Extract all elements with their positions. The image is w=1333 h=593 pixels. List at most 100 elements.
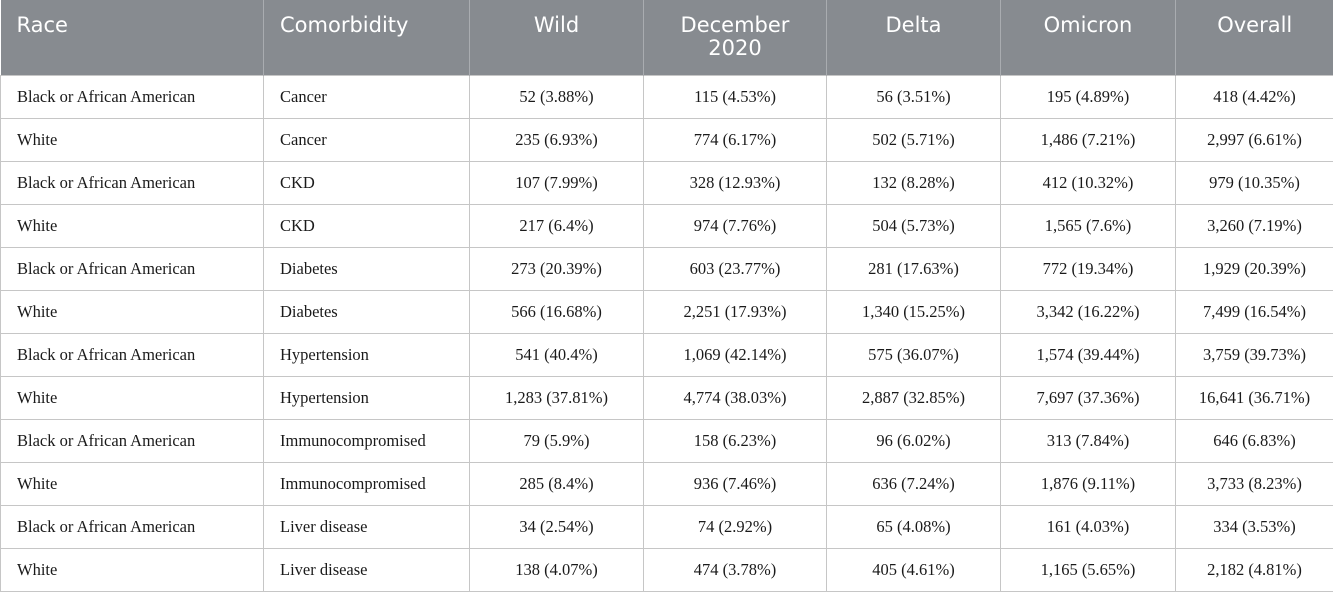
header-delta: Delta (826, 0, 1001, 75)
cell-overall: 3,759 (39.73%) (1175, 332, 1333, 377)
cell-omicron: 313 (7.84%) (1000, 418, 1176, 463)
header-wild: Wild (469, 0, 644, 75)
header-comorbidity: Comorbidity (263, 0, 470, 75)
cell-december-2020: 603 (23.77%) (643, 246, 827, 291)
cell-overall: 16,641 (36.71%) (1175, 375, 1333, 420)
header-race: Race (0, 0, 264, 75)
cell-comorbidity: CKD (263, 160, 470, 205)
cell-overall: 334 (3.53%) (1175, 504, 1333, 549)
cell-race: Black or African American (0, 504, 264, 549)
cell-december-2020: 2,251 (17.93%) (643, 289, 827, 334)
table-row: White Immunocompromised 285 (8.4%) 936 (7.4… (0, 461, 1333, 506)
cell-comorbidity: Hypertension (263, 375, 470, 420)
cell-delta: 502 (5.71%) (826, 117, 1001, 162)
cell-omicron: 1,165 (5.65%) (1000, 547, 1176, 592)
cell-delta: 2,887 (32.85%) (826, 375, 1001, 420)
table-row: White Hypertension 1,283 (37.81%) 4,774 (38… (0, 375, 1333, 420)
cell-comorbidity: Immunocompromised (263, 461, 470, 506)
cell-wild: 566 (16.68%) (469, 289, 644, 334)
cell-delta: 96 (6.02%) (826, 418, 1001, 463)
cell-omicron: 161 (4.03%) (1000, 504, 1176, 549)
cell-wild: 235 (6.93%) (469, 117, 644, 162)
cell-omicron: 7,697 (37.36%) (1000, 375, 1176, 420)
cell-delta: 65 (4.08%) (826, 504, 1001, 549)
cell-delta: 56 (3.51%) (826, 74, 1001, 119)
cell-delta: 1,340 (15.25%) (826, 289, 1001, 334)
cell-wild: 217 (6.4%) (469, 203, 644, 248)
table-row: White CKD 217 (6.4%) 974 (7.76%) 504 (5.73%)… (0, 203, 1333, 248)
cell-comorbidity: Diabetes (263, 246, 470, 291)
cell-omicron: 1,486 (7.21%) (1000, 117, 1176, 162)
cell-december-2020: 936 (7.46%) (643, 461, 827, 506)
cell-wild: 1,283 (37.81%) (469, 375, 644, 420)
table-row: White Diabetes 566 (16.68%) 2,251 (17.93%) 1… (0, 289, 1333, 334)
cell-omicron: 1,574 (39.44%) (1000, 332, 1176, 377)
cell-race: Black or African American (0, 332, 264, 377)
cell-omicron: 1,565 (7.6%) (1000, 203, 1176, 248)
table-row: Black or African American Liver disease 34… (0, 504, 1333, 549)
cell-comorbidity: Liver disease (263, 504, 470, 549)
cell-race: Black or African American (0, 246, 264, 291)
table-row: Black or African American Diabetes 273 (20… (0, 246, 1333, 291)
cell-omicron: 195 (4.89%) (1000, 74, 1176, 119)
cell-comorbidity: Cancer (263, 74, 470, 119)
cell-wild: 285 (8.4%) (469, 461, 644, 506)
cell-race: White (0, 117, 264, 162)
cell-race: Black or African American (0, 418, 264, 463)
cell-race: White (0, 547, 264, 592)
cell-wild: 79 (5.9%) (469, 418, 644, 463)
cell-december-2020: 328 (12.93%) (643, 160, 827, 205)
cell-comorbidity: Cancer (263, 117, 470, 162)
cell-race: Black or African American (0, 74, 264, 119)
header-overall: Overall (1175, 0, 1333, 75)
cell-delta: 504 (5.73%) (826, 203, 1001, 248)
cell-overall: 1,929 (20.39%) (1175, 246, 1333, 291)
table-row: Black or African American Cancer 52 (3.88%… (0, 74, 1333, 119)
cell-delta: 636 (7.24%) (826, 461, 1001, 506)
cell-december-2020: 158 (6.23%) (643, 418, 827, 463)
cell-overall: 2,182 (4.81%) (1175, 547, 1333, 592)
table-header: Race Comorbidity Wild December 2020 Delt… (0, 0, 1333, 75)
cell-delta: 405 (4.61%) (826, 547, 1001, 592)
table-row: Black or African American CKD 107 (7.99%) 3… (0, 160, 1333, 205)
cell-december-2020: 1,069 (42.14%) (643, 332, 827, 377)
cell-december-2020: 474 (3.78%) (643, 547, 827, 592)
header-omicron: Omicron (1000, 0, 1176, 75)
cell-omicron: 772 (19.34%) (1000, 246, 1176, 291)
cell-overall: 418 (4.42%) (1175, 74, 1333, 119)
cell-overall: 979 (10.35%) (1175, 160, 1333, 205)
cell-race: White (0, 289, 264, 334)
cell-wild: 273 (20.39%) (469, 246, 644, 291)
cell-delta: 575 (36.07%) (826, 332, 1001, 377)
cell-comorbidity: Diabetes (263, 289, 470, 334)
cell-wild: 34 (2.54%) (469, 504, 644, 549)
table-row: White Cancer 235 (6.93%) 774 (6.17%) 502 (5.… (0, 117, 1333, 162)
cell-wild: 52 (3.88%) (469, 74, 644, 119)
header-december-2020: December 2020 (643, 0, 827, 75)
cell-overall: 7,499 (16.54%) (1175, 289, 1333, 334)
cell-delta: 132 (8.28%) (826, 160, 1001, 205)
cell-overall: 3,733 (8.23%) (1175, 461, 1333, 506)
cell-comorbidity: CKD (263, 203, 470, 248)
cell-comorbidity: Immunocompromised (263, 418, 470, 463)
table-row: Black or African American Immunocompromis… (0, 418, 1333, 463)
cell-december-2020: 115 (4.53%) (643, 74, 827, 119)
cell-race: White (0, 375, 264, 420)
cell-omicron: 3,342 (16.22%) (1000, 289, 1176, 334)
cell-overall: 3,260 (7.19%) (1175, 203, 1333, 248)
cell-december-2020: 774 (6.17%) (643, 117, 827, 162)
cell-overall: 2,997 (6.61%) (1175, 117, 1333, 162)
cell-comorbidity: Hypertension (263, 332, 470, 377)
cell-race: White (0, 461, 264, 506)
cell-omicron: 1,876 (9.11%) (1000, 461, 1176, 506)
header-row: Race Comorbidity Wild December 2020 Delt… (0, 0, 1333, 75)
cell-race: White (0, 203, 264, 248)
table-body: Black or African American Cancer 52 (3.88%… (0, 74, 1333, 592)
cell-delta: 281 (17.63%) (826, 246, 1001, 291)
cell-race: Black or African American (0, 160, 264, 205)
cell-december-2020: 974 (7.76%) (643, 203, 827, 248)
table-row: Black or African American Hypertension 541… (0, 332, 1333, 377)
cell-overall: 646 (6.83%) (1175, 418, 1333, 463)
cell-december-2020: 74 (2.92%) (643, 504, 827, 549)
